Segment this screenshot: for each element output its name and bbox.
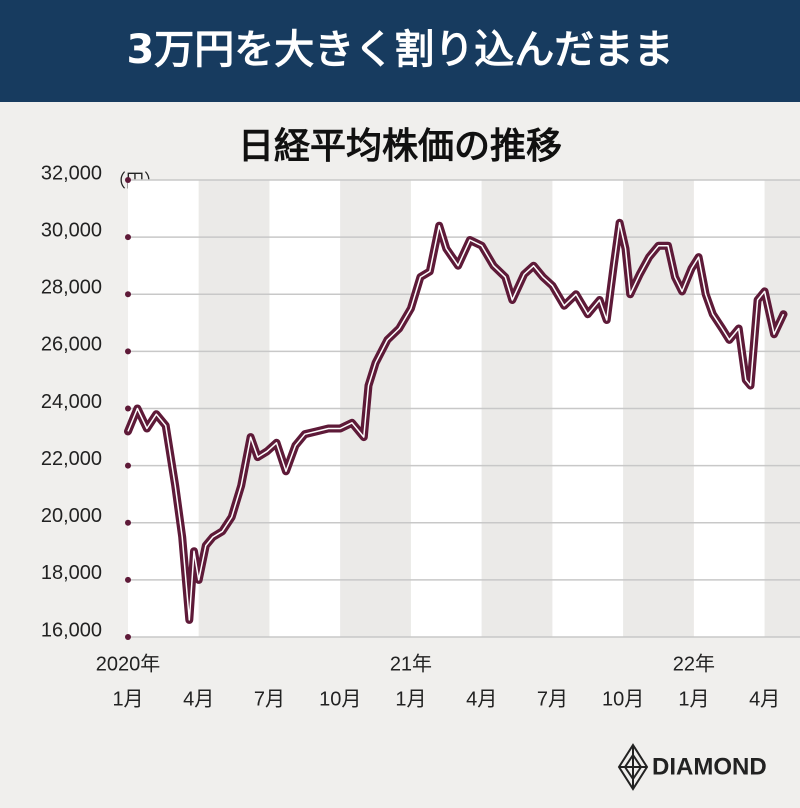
header-bar (0, 0, 800, 102)
tick-dot (125, 177, 131, 183)
logo: DIAMOND (617, 743, 767, 791)
x-tick-label: 1月 (112, 688, 143, 710)
x-tick-label: 7月 (254, 688, 285, 710)
tick-dot (125, 519, 131, 526)
x-tick-label: 10月 (602, 688, 644, 710)
y-tick-label: 24,000 (41, 391, 102, 413)
line-highlight (127, 222, 785, 621)
x-tick-label: 1月 (395, 688, 426, 710)
logo-text: DIAMOND (652, 753, 767, 780)
tick-dot (125, 576, 131, 583)
x-tick-label: 4月 (749, 688, 780, 710)
x-tick-label: 7月 (537, 688, 568, 710)
y-tick-label: 32,000 (41, 162, 102, 184)
y-tick-label: 28,000 (41, 277, 102, 299)
year-label: 2020年 (96, 652, 161, 675)
y-tick-label: 30,000 (41, 219, 102, 241)
y-tick-label: 16,000 (41, 619, 102, 641)
year-label: 21年 (390, 652, 432, 675)
tick-dot (125, 405, 131, 412)
tick-dot (125, 291, 131, 298)
x-tick-label: 4月 (183, 688, 214, 710)
y-tick-label: 26,000 (41, 334, 102, 356)
tick-dot (125, 234, 131, 241)
year-label: 22年 (673, 652, 715, 675)
y-tick-label: 20,000 (41, 505, 102, 527)
tick-dot (125, 348, 131, 355)
plot-area: 16,000 18,000 20,000 22,000 24,000 26,000 28,0… (41, 162, 800, 710)
tick-dot (125, 462, 131, 469)
chart-title: 日経平均株価の推移 (238, 126, 562, 167)
tick-dot (125, 634, 131, 640)
header-title: 3万円を大きく割り込んだまま (126, 27, 673, 73)
x-tick-label: 1月 (678, 688, 709, 710)
y-tick-label: 22,000 (41, 448, 102, 470)
x-tick-label: 10月 (319, 688, 361, 710)
y-tick-label: 18,000 (41, 562, 102, 584)
x-tick-label: 4月 (466, 688, 497, 710)
